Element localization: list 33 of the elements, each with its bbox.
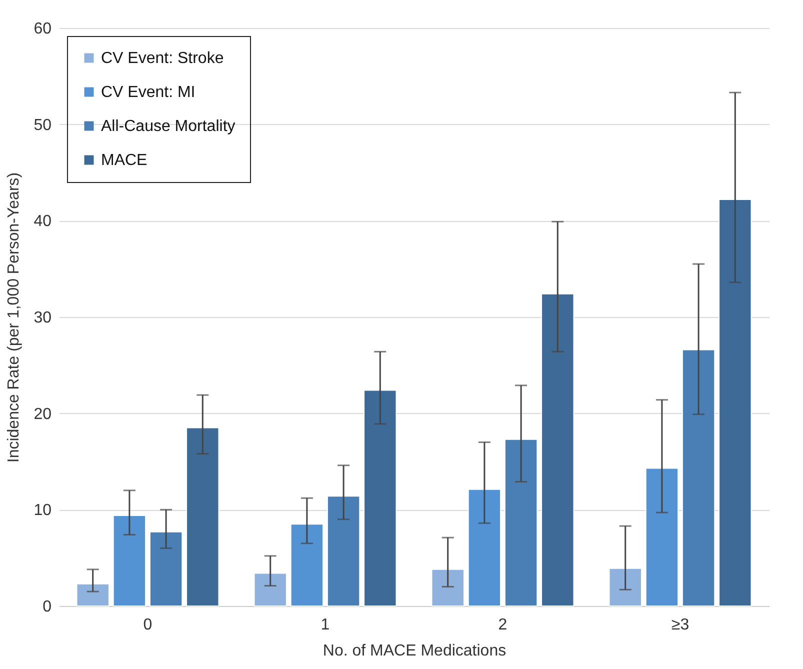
bar <box>290 524 324 606</box>
legend-label: MACE <box>101 152 148 169</box>
y-tick-label: 30 <box>34 310 52 326</box>
x-tick-label: 0 <box>143 616 152 634</box>
legend-label: CV Event: Stroke <box>101 50 224 67</box>
bar <box>608 568 642 606</box>
bar <box>76 583 110 606</box>
y-tick-label: 40 <box>34 213 52 230</box>
y-tick-label: 20 <box>34 406 52 423</box>
bar <box>364 390 397 606</box>
bar <box>541 293 574 606</box>
y-tick-label: 10 <box>34 502 52 520</box>
bar <box>326 496 360 606</box>
bar <box>186 427 220 606</box>
x-axis-title: No. of MACE Medications <box>322 642 506 660</box>
bar <box>112 514 146 606</box>
bar <box>645 468 679 606</box>
bar <box>504 438 538 606</box>
bar <box>254 572 287 606</box>
legend-label: All-Cause Mortality <box>101 118 236 135</box>
bar <box>431 568 464 606</box>
y-tick-label: 0 <box>42 598 52 616</box>
y-tick-label: 60 <box>34 20 52 38</box>
bar <box>718 198 752 606</box>
y-axis-title: Incidence Rate (per 1,000 Person-Years) <box>6 172 23 463</box>
bar <box>149 531 183 606</box>
x-tick-label: ≥3 <box>671 616 690 634</box>
bar <box>682 349 716 606</box>
bar <box>468 488 502 606</box>
y-tick-label: 50 <box>34 116 52 134</box>
x-tick-label: 2 <box>498 616 508 634</box>
legend-label: CV Event: MI <box>101 84 196 101</box>
x-tick-label: 1 <box>320 616 330 634</box>
